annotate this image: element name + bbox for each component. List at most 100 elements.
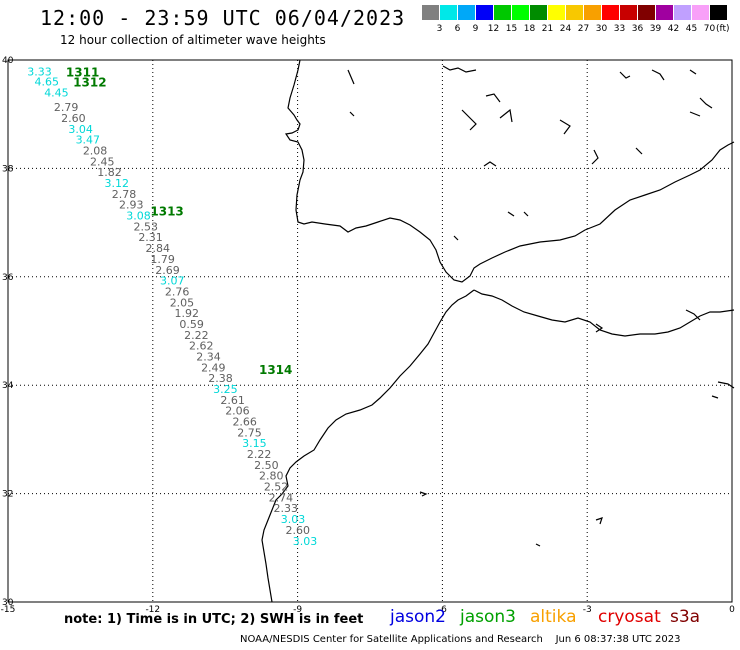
legend-swatch bbox=[494, 5, 511, 20]
legend-label: 12 bbox=[487, 24, 500, 34]
legend-unit: (ft) bbox=[716, 24, 730, 34]
wave-height-value: 2.22 bbox=[247, 448, 271, 461]
lat-tick-label: 40 bbox=[2, 56, 14, 66]
legend-label: 42 bbox=[667, 24, 680, 34]
wave-height-value: 2.62 bbox=[189, 340, 214, 353]
legend-swatch bbox=[692, 5, 709, 20]
wave-height-value: 3.03 bbox=[293, 535, 318, 548]
coastline-fragment bbox=[453, 235, 459, 241]
satellite-name: altika bbox=[530, 607, 577, 627]
wave-height-value: 2.93 bbox=[119, 199, 144, 212]
wave-height-value: 3.03 bbox=[281, 513, 306, 526]
lon-tick-label: 0 bbox=[729, 605, 735, 615]
coastline-fragment bbox=[711, 395, 719, 399]
pass-time-label: 1311 bbox=[66, 65, 99, 79]
wave-height-value: 2.33 bbox=[273, 502, 298, 515]
legend-swatch bbox=[674, 5, 691, 20]
legend-label: 33 bbox=[613, 24, 626, 34]
legend-swatch bbox=[458, 5, 475, 20]
coastline-portugal bbox=[284, 59, 735, 283]
coastline-fragment bbox=[635, 147, 643, 155]
satellite-name: jason3 bbox=[460, 607, 516, 627]
wave-height-value: 4.45 bbox=[44, 87, 68, 100]
wave-height-value: 2.74 bbox=[269, 491, 294, 504]
wave-height-value: 1.82 bbox=[97, 166, 122, 179]
wave-height-value: 2.22 bbox=[184, 329, 209, 342]
coastline-fragment bbox=[651, 69, 665, 81]
legend-label: 39 bbox=[649, 24, 662, 34]
footer: NOAA/NESDIS Center for Satellite Applica… bbox=[240, 634, 680, 645]
wave-height-value: 3.33 bbox=[27, 65, 52, 78]
wave-height-labels: 3.334.654.452.792.603.043.472.082.451.82… bbox=[27, 65, 317, 547]
coastline-fragment bbox=[349, 111, 355, 117]
footnote: note: 1) Time is in UTC; 2) SWH is in fe… bbox=[64, 612, 364, 627]
legend-swatch bbox=[584, 5, 601, 20]
wave-height-value: 2.75 bbox=[237, 426, 262, 439]
legend-swatch bbox=[710, 5, 727, 20]
pass-time-label: 1314 bbox=[259, 363, 292, 377]
map-subtitle: 12 hour collection of altimeter wave hei… bbox=[60, 33, 326, 47]
lat-tick-label: 32 bbox=[2, 490, 13, 500]
map-title: 12:00 - 23:59 UTC 06/04/2023 bbox=[40, 6, 406, 30]
map-border bbox=[7, 59, 733, 603]
legend-label: 21 bbox=[541, 24, 554, 34]
pass-time-label: 1313 bbox=[150, 205, 183, 219]
wave-height-value: 1.79 bbox=[150, 253, 175, 266]
wave-height-value: 2.79 bbox=[54, 101, 79, 114]
legend-label: 45 bbox=[685, 24, 698, 34]
lat-tick-label: 30 bbox=[2, 598, 14, 608]
coastline-fragment bbox=[483, 161, 497, 167]
wave-height-value: 2.06 bbox=[225, 405, 250, 418]
coastline-fragment bbox=[507, 211, 515, 217]
wave-height-value: 2.78 bbox=[112, 188, 137, 201]
wave-height-value: 2.50 bbox=[254, 459, 279, 472]
wave-height-value: 2.80 bbox=[259, 470, 284, 483]
coastline-fragment bbox=[689, 111, 701, 117]
legend-label: 30 bbox=[595, 24, 608, 34]
legend-label: 3 bbox=[436, 24, 443, 34]
footer-credit: NOAA/NESDIS Center for Satellite Applica… bbox=[240, 634, 543, 645]
wave-height-value: 2.31 bbox=[138, 231, 163, 244]
coastline-fragment bbox=[591, 149, 599, 165]
lon-tick-label: -12 bbox=[145, 605, 160, 615]
lat-tick-label: 36 bbox=[2, 273, 14, 283]
wave-height-value: 2.60 bbox=[61, 112, 86, 125]
coastline-fragment bbox=[442, 65, 477, 73]
wave-height-value: 2.08 bbox=[83, 145, 108, 158]
legend-swatch bbox=[530, 5, 547, 20]
satellite-name: jason2 bbox=[390, 607, 446, 627]
wave-height-value: 3.08 bbox=[126, 210, 150, 223]
wave-height-value: 3.15 bbox=[242, 437, 266, 450]
coastline-fragment bbox=[535, 543, 541, 547]
wave-height-value: 2.49 bbox=[201, 361, 226, 374]
wave-height-value: 2.34 bbox=[196, 350, 221, 363]
lon-tick-label: -15 bbox=[1, 605, 16, 615]
legend-swatch bbox=[602, 5, 619, 20]
legend-swatch bbox=[476, 5, 493, 20]
legend-label: 6 bbox=[454, 24, 461, 34]
pass-time-label: 1312 bbox=[73, 76, 106, 90]
coastline-morocco bbox=[261, 289, 475, 603]
satellite-name: s3a bbox=[670, 607, 701, 627]
coastline-fragment bbox=[461, 109, 477, 131]
axis-tick-labels: -15 -12 -9 -6 -3 0 40 38 36 34 32 30 bbox=[1, 56, 735, 615]
coastline-fragment bbox=[685, 309, 701, 321]
legend-swatch bbox=[566, 5, 583, 20]
legend-swatch bbox=[638, 5, 655, 20]
wave-height-value: 0.59 bbox=[179, 318, 204, 331]
coastline-fragment bbox=[499, 108, 513, 123]
wave-height-value: 2.05 bbox=[170, 296, 195, 309]
coastline-fragment bbox=[347, 69, 355, 85]
coastline-fragment bbox=[689, 69, 697, 75]
graticule bbox=[7, 59, 733, 603]
lon-tick-label: -9 bbox=[293, 605, 302, 615]
legend-swatch bbox=[422, 5, 439, 20]
wave-height-value: 2.69 bbox=[155, 264, 180, 277]
footer-timestamp: Jun 6 08:37:38 UTC 2023 bbox=[555, 634, 681, 645]
wave-height-value: 2.53 bbox=[133, 220, 158, 233]
legend-label: 36 bbox=[631, 24, 644, 34]
legend-label: 24 bbox=[559, 24, 572, 34]
coastline-fragment bbox=[595, 517, 603, 525]
wave-height-value: 3.07 bbox=[160, 275, 185, 288]
wave-height-value: 3.12 bbox=[105, 177, 129, 190]
